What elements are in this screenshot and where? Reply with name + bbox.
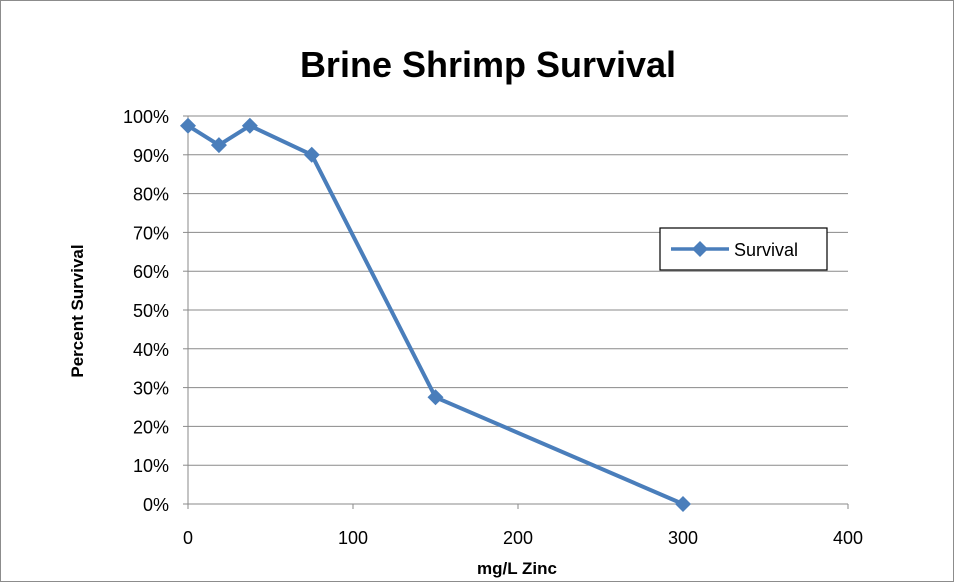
x-tick-label-0: 0	[183, 528, 193, 548]
x-tick-labels: 0 100 200 300 400	[183, 528, 863, 548]
y-tick-label-6: 60%	[133, 262, 169, 282]
legend-label-survival: Survival	[734, 240, 798, 260]
x-tick-label-4: 400	[833, 528, 863, 548]
x-tick-label-2: 200	[503, 528, 533, 548]
data-point-4	[427, 389, 444, 406]
x-axis-title: mg/L Zinc	[477, 559, 557, 578]
legend: Survival	[659, 227, 828, 271]
y-tick-label-1: 10%	[133, 456, 169, 476]
x-tick-label-1: 100	[338, 528, 368, 548]
y-tick-label-3: 30%	[133, 379, 169, 399]
y-tick-labels: 0% 10% 20% 30% 40% 50% 60% 70% 80% 90% 100%	[123, 107, 169, 515]
y-tick-label-2: 20%	[133, 417, 169, 437]
data-point-2	[241, 117, 258, 134]
y-tick-label-0: 0%	[143, 495, 169, 515]
series-survival	[180, 117, 691, 512]
y-axis-title: Percent Survival	[68, 244, 87, 377]
gridlines	[188, 115, 848, 466]
data-point-3	[303, 146, 320, 163]
legend-marker-diamond	[692, 241, 708, 257]
data-point-5	[675, 496, 691, 512]
axes	[183, 115, 849, 509]
y-tick-label-9: 90%	[133, 146, 169, 166]
series-line-0	[186, 123, 684, 506]
data-point-0	[180, 117, 196, 134]
y-tick-label-10: 100%	[123, 107, 169, 127]
y-tick-label-5: 50%	[133, 301, 169, 321]
chart-title: Brine Shrimp Survival	[300, 44, 676, 85]
data-point-1	[210, 137, 227, 154]
y-tick-label-7: 70%	[133, 223, 169, 243]
y-tick-label-8: 80%	[133, 185, 169, 205]
x-tick-label-3: 300	[668, 528, 698, 548]
y-tick-label-4: 40%	[133, 340, 169, 360]
